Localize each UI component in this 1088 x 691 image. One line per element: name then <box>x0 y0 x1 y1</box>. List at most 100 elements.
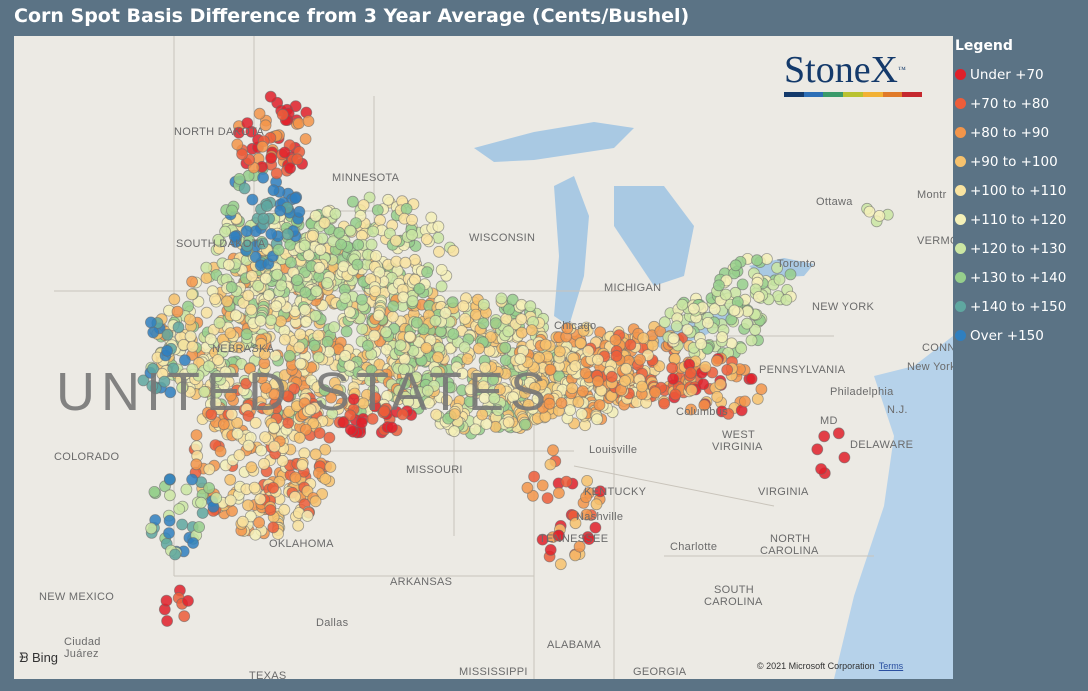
station-marker[interactable] <box>357 199 370 212</box>
station-marker[interactable] <box>284 162 297 175</box>
station-marker[interactable] <box>525 324 538 337</box>
station-marker[interactable] <box>137 374 150 387</box>
station-marker[interactable] <box>238 182 251 195</box>
station-marker[interactable] <box>560 475 573 488</box>
station-marker[interactable] <box>714 378 727 391</box>
station-marker[interactable] <box>435 280 448 293</box>
station-marker[interactable] <box>368 329 381 342</box>
station-marker[interactable] <box>257 212 270 225</box>
station-marker[interactable] <box>259 119 272 132</box>
station-marker[interactable] <box>267 521 280 534</box>
station-marker[interactable] <box>815 463 827 475</box>
station-marker[interactable] <box>173 503 186 515</box>
station-marker[interactable] <box>200 261 213 274</box>
station-marker[interactable] <box>294 328 307 341</box>
station-marker[interactable] <box>583 533 595 546</box>
station-marker[interactable] <box>399 256 412 269</box>
station-marker[interactable] <box>487 373 500 386</box>
station-marker[interactable] <box>203 463 216 476</box>
station-marker[interactable] <box>256 140 269 153</box>
station-marker[interactable] <box>351 258 364 271</box>
station-marker[interactable] <box>241 117 254 129</box>
station-marker[interactable] <box>231 138 244 151</box>
station-marker[interactable] <box>309 209 322 222</box>
station-marker[interactable] <box>784 268 797 281</box>
station-marker[interactable] <box>458 341 471 354</box>
station-marker[interactable] <box>183 313 196 326</box>
station-marker[interactable] <box>729 259 742 272</box>
station-marker[interactable] <box>380 326 393 339</box>
station-marker[interactable] <box>276 108 289 121</box>
station-marker[interactable] <box>739 395 751 408</box>
station-marker[interactable] <box>293 431 306 444</box>
station-marker[interactable] <box>190 429 203 442</box>
station-marker[interactable] <box>217 418 230 431</box>
station-marker[interactable] <box>186 363 199 376</box>
station-marker[interactable] <box>182 595 194 607</box>
station-marker[interactable] <box>695 338 707 350</box>
station-marker[interactable] <box>145 522 158 535</box>
station-marker[interactable] <box>433 245 445 258</box>
station-marker[interactable] <box>702 316 714 329</box>
station-marker[interactable] <box>422 397 435 409</box>
station-marker[interactable] <box>318 384 331 397</box>
station-marker[interactable] <box>148 485 161 498</box>
station-marker[interactable] <box>728 304 741 317</box>
station-marker[interactable] <box>260 200 273 212</box>
station-marker[interactable] <box>319 473 332 485</box>
station-marker[interactable] <box>364 374 377 387</box>
station-marker[interactable] <box>262 403 275 416</box>
station-marker[interactable] <box>147 362 159 375</box>
station-marker[interactable] <box>314 243 327 256</box>
station-marker[interactable] <box>636 380 648 393</box>
legend-item[interactable]: +90 to +100 <box>953 147 1088 176</box>
station-marker[interactable] <box>581 474 593 487</box>
station-marker[interactable] <box>289 471 302 484</box>
station-marker[interactable] <box>255 444 268 457</box>
station-marker[interactable] <box>260 382 272 394</box>
station-marker[interactable] <box>751 254 763 267</box>
station-marker[interactable] <box>470 369 483 382</box>
station-marker[interactable] <box>469 423 482 436</box>
station-marker[interactable] <box>196 507 209 519</box>
station-marker[interactable] <box>308 339 321 352</box>
station-marker[interactable] <box>555 397 568 409</box>
station-marker[interactable] <box>447 244 460 257</box>
station-marker[interactable] <box>406 228 418 241</box>
station-marker[interactable] <box>340 325 353 338</box>
station-marker[interactable] <box>420 233 433 246</box>
station-marker[interactable] <box>514 353 527 365</box>
station-marker[interactable] <box>264 314 277 327</box>
station-marker[interactable] <box>432 351 444 364</box>
station-marker[interactable] <box>209 293 221 306</box>
station-marker[interactable] <box>254 314 267 327</box>
station-marker[interactable] <box>761 253 773 265</box>
station-marker[interactable] <box>278 503 291 516</box>
station-marker[interactable] <box>259 272 272 285</box>
station-marker[interactable] <box>382 193 395 206</box>
legend-item[interactable]: +70 to +80 <box>953 89 1088 118</box>
station-marker[interactable] <box>430 366 443 378</box>
station-marker[interactable] <box>547 444 559 457</box>
station-marker[interactable] <box>838 451 851 464</box>
station-marker[interactable] <box>229 309 242 322</box>
station-marker[interactable] <box>254 493 267 506</box>
station-marker[interactable] <box>489 317 502 330</box>
station-marker[interactable] <box>634 353 646 366</box>
station-marker[interactable] <box>515 313 528 326</box>
station-marker[interactable] <box>343 306 356 319</box>
station-marker[interactable] <box>582 345 595 358</box>
station-marker[interactable] <box>323 431 336 444</box>
station-marker[interactable] <box>310 285 323 298</box>
station-marker[interactable] <box>163 514 176 527</box>
station-marker[interactable] <box>242 499 254 512</box>
station-marker[interactable] <box>553 345 566 358</box>
station-marker[interactable] <box>176 381 189 394</box>
station-marker[interactable] <box>528 381 541 394</box>
station-marker[interactable] <box>289 192 302 205</box>
station-marker[interactable] <box>479 361 492 374</box>
station-marker[interactable] <box>365 238 378 251</box>
station-marker[interactable] <box>589 521 602 534</box>
station-marker[interactable] <box>219 225 232 238</box>
station-marker[interactable] <box>699 361 712 373</box>
